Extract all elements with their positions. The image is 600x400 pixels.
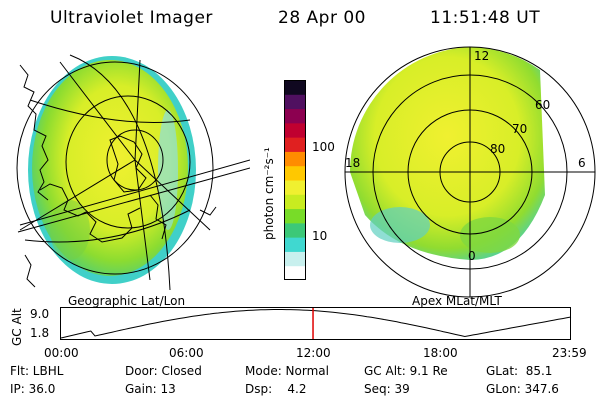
colorbar-tick-100: 100 bbox=[312, 140, 335, 154]
info-door: Door: Closed bbox=[125, 364, 202, 378]
info-mode: Mode: Normal bbox=[245, 364, 329, 378]
info-glat: GLat: 85.1 bbox=[486, 364, 553, 378]
info-gain: Gain: 13 bbox=[125, 382, 176, 396]
colorbar-segment bbox=[284, 208, 306, 224]
info-gcalt: GC Alt: 9.1 Re bbox=[364, 364, 448, 378]
mlt-18-label: 18 bbox=[345, 156, 360, 170]
info-seq: Seq: 39 bbox=[364, 382, 410, 396]
altitude-y-low: 1.8 bbox=[30, 326, 50, 340]
polar-aurora-image bbox=[349, 47, 545, 260]
colorbar-segment bbox=[284, 194, 306, 210]
polar-grid bbox=[344, 46, 596, 298]
geographic-caption: Geographic Lat/Lon bbox=[68, 294, 186, 308]
info-flt: Flt: LBHL bbox=[10, 364, 64, 378]
app-title: Ultraviolet Imager bbox=[50, 8, 213, 28]
colorbar-unit-label: photon cm⁻²s⁻¹ bbox=[262, 147, 276, 240]
altitude-ylabel: GC Alt bbox=[10, 308, 24, 346]
colorbar-segment bbox=[284, 265, 306, 280]
geo-grid bbox=[16, 54, 250, 291]
info-glon: GLon: 347.6 bbox=[486, 382, 559, 396]
apex-polar-map: 12 18 6 0 60 70 80 bbox=[344, 46, 596, 298]
time-tick-0: 00:00 bbox=[44, 346, 79, 360]
colorbar-segment bbox=[284, 94, 306, 110]
coastlines bbox=[19, 64, 217, 288]
mlt-0-label: 0 bbox=[468, 249, 476, 263]
altitude-plot bbox=[60, 307, 572, 340]
lat-80-label: 80 bbox=[490, 142, 505, 156]
colorbar-tick-10: 10 bbox=[312, 229, 328, 243]
altitude-y-high: 9.0 bbox=[30, 307, 50, 321]
time-tick-1: 06:00 bbox=[169, 346, 204, 360]
mlt-6-label: 6 bbox=[578, 156, 586, 170]
mlt-12-label: 12 bbox=[474, 49, 489, 63]
colorbar-segment bbox=[284, 137, 306, 152]
colorbar-segment bbox=[284, 222, 306, 238]
colorbar-segment bbox=[284, 180, 306, 195]
geographic-map bbox=[16, 54, 250, 291]
colorbar-segment bbox=[284, 151, 306, 167]
time-tick-2: 12:00 bbox=[296, 346, 331, 360]
date-label: 28 Apr 00 bbox=[278, 8, 366, 28]
altitude-curve bbox=[60, 309, 572, 339]
apex-caption: Apex MLat/MLT bbox=[412, 294, 502, 308]
time-label: 11:51:48 UT bbox=[430, 8, 541, 28]
info-ip: IP: 36.0 bbox=[10, 382, 56, 396]
colorbar-segment bbox=[284, 108, 306, 124]
info-dsp: Dsp: 4.2 bbox=[245, 382, 307, 396]
colorbar-segment bbox=[284, 237, 306, 252]
time-tick-3: 18:00 bbox=[423, 346, 458, 360]
colorbar-segment bbox=[284, 80, 306, 95]
time-tick-4: 23:59 bbox=[552, 346, 587, 360]
colorbar-segment bbox=[284, 122, 306, 138]
colorbar-segment bbox=[284, 251, 306, 267]
colorbar-segment bbox=[284, 165, 306, 181]
color-scale-bar bbox=[284, 80, 306, 280]
lat-70-label: 70 bbox=[512, 122, 527, 136]
lat-60-label: 60 bbox=[535, 98, 550, 112]
